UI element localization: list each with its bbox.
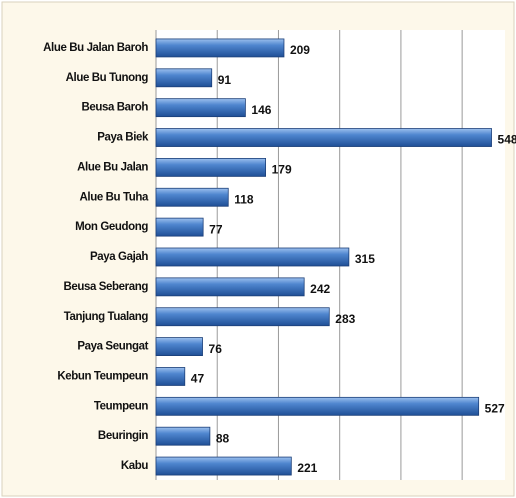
- value-label: 77: [209, 222, 223, 236]
- y-tick-label: Beuringin: [98, 430, 148, 442]
- value-label: 221: [297, 461, 317, 475]
- value-label: 283: [335, 312, 355, 326]
- y-tick-label: Alue Bu Tunong: [66, 72, 149, 84]
- bar: [155, 217, 204, 237]
- y-tick-label: Kebun Teumpeun: [57, 370, 148, 382]
- y-tick-label: Tanjung Tualang: [64, 311, 149, 323]
- value-label: 76: [209, 342, 223, 356]
- value-label: 91: [218, 73, 232, 87]
- bar: [155, 187, 229, 207]
- y-tick-label: Paya Gajah: [90, 251, 148, 263]
- bar: [155, 396, 480, 416]
- y-tick-label: Paya Biek: [97, 132, 149, 144]
- value-label: 548: [498, 133, 516, 147]
- y-tick-label: Mon Geudong: [75, 221, 148, 233]
- value-label: 242: [310, 282, 330, 296]
- bar: [155, 337, 203, 357]
- bar: [155, 456, 292, 476]
- y-tick-label: Kabu: [121, 460, 149, 472]
- bar: [155, 307, 330, 327]
- bar: [155, 68, 213, 88]
- y-tick-label: Beusa Seberang: [63, 281, 148, 293]
- y-tick-label: Teumpeun: [94, 400, 148, 412]
- bar: [155, 247, 350, 267]
- bar: [155, 277, 305, 297]
- value-label: 88: [216, 431, 230, 445]
- bar: [155, 367, 186, 386]
- value-label: 146: [251, 103, 271, 117]
- value-label: 47: [191, 372, 205, 386]
- bar: [155, 98, 246, 118]
- value-label: 179: [272, 163, 292, 177]
- value-label: 315: [355, 252, 375, 266]
- y-tick-label: Alue Bu Jalan Baroh: [43, 42, 148, 54]
- y-tick-label: Alue Bu Tuha: [80, 191, 149, 203]
- value-label: 209: [290, 43, 310, 57]
- bar: [155, 38, 285, 58]
- bar: [155, 128, 492, 147]
- y-tick-label: Beusa Baroh: [81, 102, 148, 114]
- value-label: 527: [485, 402, 505, 416]
- y-tick-label: Paya Seungat: [77, 341, 148, 353]
- bar: [155, 426, 211, 446]
- bar: [155, 157, 266, 177]
- value-label: 118: [234, 192, 254, 206]
- y-tick-label: Alue Bu Jalan: [77, 161, 148, 173]
